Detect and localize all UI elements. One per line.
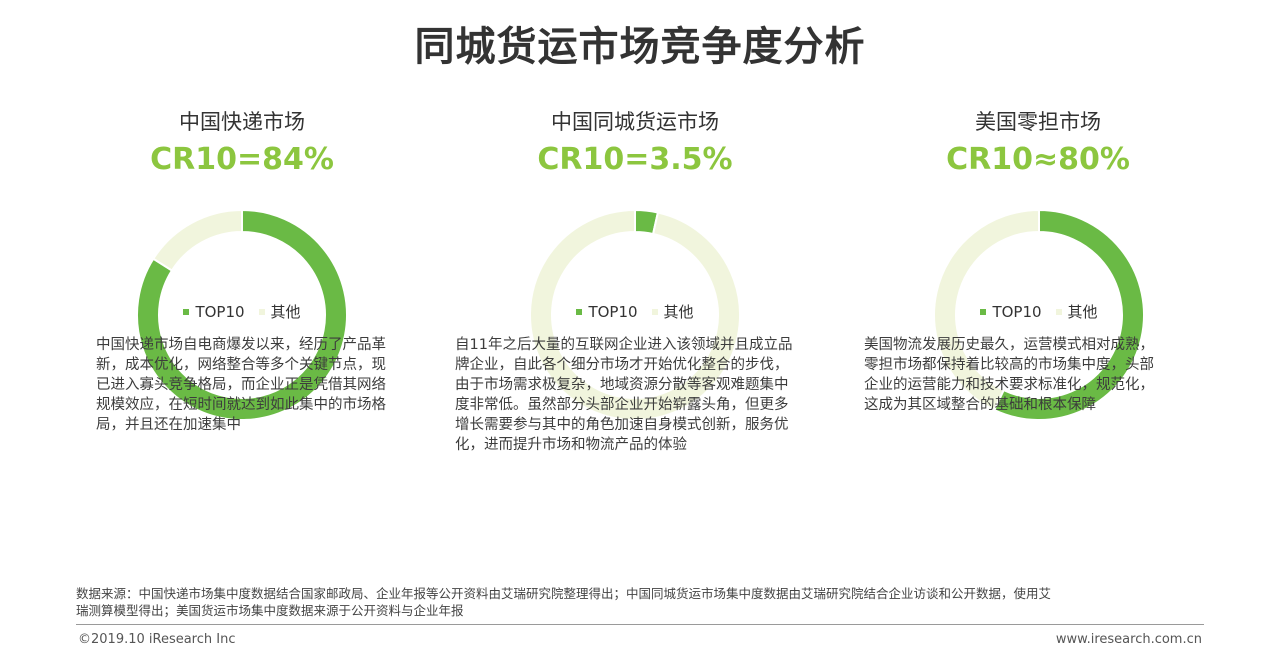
legend-label: TOP10	[588, 302, 638, 321]
donut-chart-intracity: TOP10 其他	[525, 205, 745, 425]
donut-svg	[136, 208, 348, 421]
description-line: 自11年之后大量的互联网企业进入该领域并且成立品	[455, 337, 793, 353]
panel-title: 中国快递市场	[179, 110, 305, 134]
legend-item-other: 其他	[258, 301, 301, 322]
legend-swatch-other	[258, 308, 265, 315]
description-line: 化，进而提升市场和物流产品的体验	[455, 437, 687, 453]
legend-swatch-other	[651, 308, 658, 315]
description-intracity: 自11年之后大量的互联网企业进入该领域并且成立品 牌企业，自此各个细分市场才开始…	[455, 335, 835, 455]
description-line: 增长需要参与其中的角色加速自身模式创新，服务优	[455, 417, 789, 433]
legend-swatch-top10	[980, 308, 987, 315]
panel-title: 美国零担市场	[975, 110, 1101, 134]
description-line: 由于市场需求极复杂，地域资源分散等客观难题集中	[455, 377, 789, 393]
legend-swatch-top10	[183, 308, 190, 315]
description-us-ltl: 美国物流发展历史最久，运营模式相对成熟， 零担市场都保持着比较高的市场集中度，头…	[864, 335, 1194, 415]
panel-title: 中国同城货运市场	[551, 110, 719, 134]
page-title: 同城货运市场竞争度分析	[414, 24, 866, 70]
data-source-note: 数据来源：中国快递市场集中度数据结合国家邮政局、企业年报等公开资料由艾瑞研究院整…	[76, 585, 1204, 619]
cr10-value: CR10=3.5%	[537, 142, 733, 177]
donut-slice-other	[529, 208, 741, 421]
chart-legend: TOP10 其他	[525, 301, 745, 322]
panel-us-ltl-market: 美国零担市场 CR10≈80% TOP10 其他	[838, 108, 1238, 421]
legend-item-top10: TOP10	[980, 302, 1042, 321]
donut-slice-top10	[136, 208, 348, 421]
donut-chart-express: TOP10 其他	[132, 205, 352, 425]
description-line: 零担市场都保持着比较高的市场集中度，头部	[864, 357, 1154, 373]
chart-legend: TOP10 其他	[929, 301, 1149, 322]
legend-item-top10: TOP10	[576, 302, 638, 321]
copyright: ©2019.10 iResearch Inc	[78, 632, 236, 647]
panel-intracity-freight: 中国同城货运市场 CR10=3.5% TOP10 其他	[435, 108, 835, 421]
footer-divider	[76, 624, 1204, 625]
donut-svg	[529, 208, 741, 421]
description-line: 度非常低。虽然部分头部企业开始崭露头角，但更多	[455, 397, 789, 413]
donut-chart-us-ltl: TOP10 其他	[929, 205, 1149, 425]
cr10-value: CR10=84%	[150, 142, 334, 177]
source-line: 瑞测算模型得出；美国货运市场集中度数据来源于公开资料与企业年报	[76, 603, 464, 618]
donut-svg	[933, 208, 1145, 421]
legend-item-other: 其他	[651, 301, 694, 322]
legend-label: TOP10	[992, 302, 1042, 321]
donut-slice-other	[933, 208, 1040, 412]
description-line: 企业的运营能力和技术要求标准化，规范化，	[864, 377, 1154, 393]
legend-label: TOP10	[195, 302, 245, 321]
legend-item-other: 其他	[1055, 301, 1098, 322]
description-express: 中国快递市场自电商爆发以来，经历了产品革 新，成本优化，网络整合等多个关键节点，…	[96, 335, 426, 435]
panel-express-market: 中国快递市场 CR10=84% TOP10 其他	[42, 108, 442, 421]
description-line: 新，成本优化，网络整合等多个关键节点，现	[96, 357, 386, 373]
cr10-value: CR10≈80%	[946, 142, 1130, 177]
description-line: 局，并且还在加速集中	[96, 417, 241, 433]
description-line: 已进入寡头竞争格局，而企业正是凭借其网络	[96, 377, 386, 393]
donut-slice-top10	[992, 208, 1145, 421]
description-line: 牌企业，自此各个细分市场才开始优化整合的步伐，	[455, 357, 789, 373]
description-line: 中国快递市场自电商爆发以来，经历了产品革	[96, 337, 386, 353]
legend-swatch-top10	[576, 308, 583, 315]
legend-item-top10: TOP10	[183, 302, 245, 321]
source-line: 数据来源：中国快递市场集中度数据结合国家邮政局、企业年报等公开资料由艾瑞研究院整…	[76, 586, 1052, 601]
description-line: 规模效应，在短时间就达到如此集中的市场格	[96, 397, 386, 413]
donut-slice-other	[151, 208, 243, 272]
description-line: 这成为其区域整合的基础和根本保障	[864, 397, 1096, 413]
legend-swatch-other	[1055, 308, 1062, 315]
legend-label: 其他	[663, 303, 694, 321]
legend-label: 其他	[1067, 303, 1098, 321]
website-link[interactable]: www.iresearch.com.cn	[1055, 632, 1202, 647]
legend-label: 其他	[270, 303, 301, 321]
chart-legend: TOP10 其他	[132, 301, 352, 322]
description-line: 美国物流发展历史最久，运营模式相对成熟，	[864, 337, 1154, 353]
